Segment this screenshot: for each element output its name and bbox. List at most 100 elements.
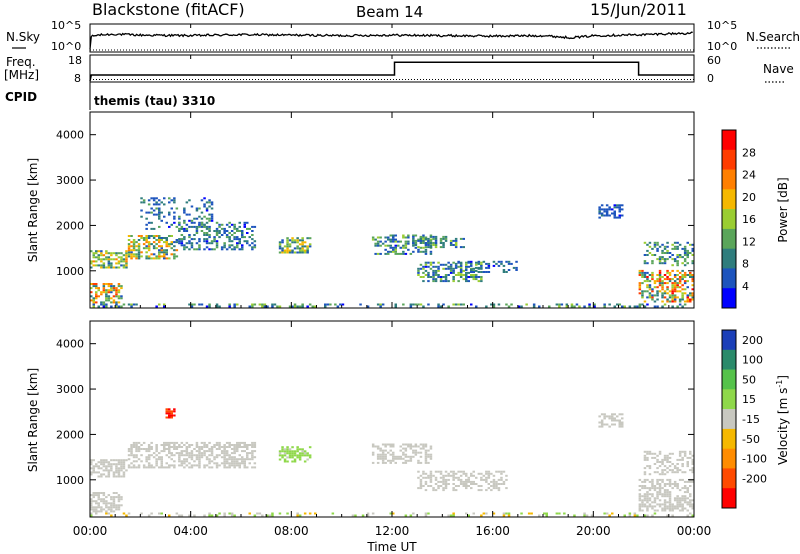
- heatmap-cell: [278, 454, 282, 457]
- heatmap-cell: [107, 506, 111, 509]
- heatmap-cell: [683, 485, 687, 487]
- heatmap-cell: [142, 448, 146, 450]
- heatmap-cell: [676, 471, 679, 474]
- heatmap-cell: [223, 246, 226, 249]
- heatmap-cell: [515, 260, 518, 263]
- heatmap-cell: [661, 243, 664, 246]
- heatmap-cell: [643, 467, 647, 470]
- heatmap-cell: [95, 500, 98, 503]
- heatmap-cell: [643, 450, 647, 453]
- heatmap-cell: [115, 303, 118, 306]
- heatmap-cell: [376, 252, 380, 255]
- heatmap-cell: [419, 483, 423, 485]
- heatmap-cell: [434, 274, 438, 276]
- heatmap-cell: [641, 495, 644, 498]
- heatmap-cell: [465, 478, 468, 481]
- heatmap-cell: [150, 221, 153, 224]
- heatmap-cell: [308, 303, 312, 306]
- heatmap-cell: [663, 274, 667, 276]
- heatmap-cell: [404, 240, 408, 243]
- heatmap-cell: [656, 461, 659, 463]
- heatmap-cell: [459, 483, 463, 485]
- colorbar-tick-label: 8: [742, 258, 749, 271]
- heatmap-cell: [429, 485, 433, 487]
- heatmap-cell: [178, 230, 181, 232]
- heatmap-cell: [646, 254, 649, 256]
- heatmap-cell: [638, 485, 642, 487]
- heatmap-cell: [452, 276, 455, 278]
- heatmap-cell: [183, 450, 186, 453]
- heatmap-cell: [683, 303, 687, 306]
- heatmap-cell: [140, 237, 143, 239]
- heatmap-cell: [651, 278, 654, 281]
- heatmap-cell: [296, 241, 299, 244]
- heatmap-cell: [666, 269, 669, 272]
- heatmap-cell: [429, 238, 433, 241]
- heatmap-cell: [691, 284, 694, 287]
- heatmap-cell: [404, 455, 408, 458]
- y-tick-label: 2000: [56, 428, 84, 441]
- heatmap-cell: [475, 278, 478, 281]
- heatmap-cell: [173, 454, 176, 457]
- time-axis: 00:00 04:00 08:00 12:00 16:00 20:00 00:00: [73, 24, 711, 538]
- heatmap-cell: [407, 240, 410, 243]
- heatmap-cell: [437, 269, 440, 272]
- heatmap-cell: [656, 305, 659, 308]
- heatmap-cell: [165, 243, 168, 246]
- heatmap-cell: [397, 455, 400, 458]
- heatmap-cell: [661, 493, 664, 496]
- heatmap-cell: [666, 288, 669, 291]
- heatmap-cell: [412, 239, 415, 242]
- heatmap-cell: [165, 408, 168, 411]
- heatmap-cell: [376, 303, 380, 306]
- heatmap-cell: [689, 469, 692, 472]
- heatmap-cell: [507, 260, 511, 263]
- heatmap-cell: [600, 425, 604, 428]
- heatmap-cell: [208, 225, 211, 228]
- heatmap-cell: [424, 445, 428, 448]
- heatmap-cell: [288, 239, 292, 242]
- heatmap-cell: [288, 450, 292, 453]
- heatmap-cell: [283, 452, 287, 455]
- heatmap-cell: [246, 446, 249, 448]
- heatmap-cell: [243, 464, 246, 467]
- heatmap-cell: [198, 446, 201, 448]
- heatmap-cell: [424, 449, 428, 452]
- heatmap-cell: [691, 480, 694, 483]
- heatmap-cell: [213, 236, 216, 239]
- heatmap-cell: [389, 449, 392, 452]
- heatmap-cell: [681, 456, 684, 459]
- heatmap-cell: [648, 286, 652, 289]
- heatmap-cell: [472, 474, 475, 477]
- heatmap-cell: [600, 212, 604, 215]
- heatmap-cell: [427, 244, 430, 246]
- heatmap-cell: [195, 464, 199, 467]
- heatmap-cell: [306, 458, 309, 461]
- heatmap-cell: [658, 276, 662, 278]
- heatmap-cell: [105, 465, 108, 468]
- heatmap-cell: [643, 454, 647, 457]
- heatmap-cell: [417, 269, 420, 272]
- heatmap-cell: [666, 478, 669, 481]
- heatmap-cell: [429, 472, 433, 475]
- colorbar-tick-label: 28: [742, 146, 756, 159]
- heatmap-cell: [102, 283, 106, 285]
- heatmap-cell: [97, 498, 100, 501]
- heatmap-cell: [168, 201, 171, 204]
- heatmap-cell: [160, 239, 163, 241]
- heatmap-cell: [444, 235, 448, 238]
- heatmap-cell: [120, 295, 123, 298]
- heatmap-cell: [643, 290, 647, 293]
- heatmap-cell: [228, 246, 231, 249]
- heatmap-cell: [100, 467, 103, 470]
- colorbar-swatch: [722, 428, 736, 449]
- heatmap-cell: [135, 454, 138, 457]
- heatmap-cell: [588, 303, 591, 306]
- heatmap-cell: [195, 232, 199, 234]
- heatmap-cell: [470, 264, 473, 267]
- heatmap-cell: [666, 501, 669, 504]
- heatmap-cell: [158, 458, 161, 461]
- heatmap-cell: [656, 478, 659, 481]
- heatmap-cell: [200, 211, 204, 214]
- heatmap-cell: [178, 514, 181, 517]
